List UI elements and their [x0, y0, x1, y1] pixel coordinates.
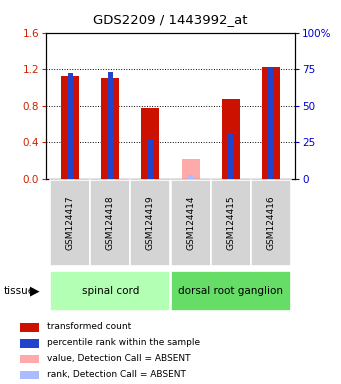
FancyBboxPatch shape — [90, 180, 130, 266]
Bar — [188, 175, 193, 179]
FancyBboxPatch shape — [170, 271, 291, 311]
Bar — [68, 73, 73, 179]
Bar — [268, 68, 273, 179]
Bar — [148, 139, 153, 179]
Text: percentile rank within the sample: percentile rank within the sample — [47, 338, 200, 347]
Text: GDS2209 / 1443992_at: GDS2209 / 1443992_at — [93, 13, 248, 26]
Text: ▶: ▶ — [30, 285, 40, 297]
Bar — [20, 339, 39, 348]
Text: GSM124416: GSM124416 — [266, 195, 276, 250]
Bar — [142, 108, 160, 179]
Bar — [181, 159, 199, 179]
FancyBboxPatch shape — [130, 180, 170, 266]
Bar — [20, 371, 39, 379]
Text: value, Detection Call = ABSENT: value, Detection Call = ABSENT — [47, 354, 190, 363]
Bar — [101, 78, 119, 179]
Text: transformed count: transformed count — [47, 322, 131, 331]
FancyBboxPatch shape — [170, 180, 211, 266]
Text: GSM124415: GSM124415 — [226, 195, 235, 250]
FancyBboxPatch shape — [211, 180, 251, 266]
Bar — [20, 355, 39, 363]
Text: tissue: tissue — [3, 286, 34, 296]
Bar — [228, 133, 233, 179]
FancyBboxPatch shape — [50, 271, 170, 311]
Bar — [262, 67, 280, 179]
Text: GSM124419: GSM124419 — [146, 195, 155, 250]
Text: GSM124414: GSM124414 — [186, 195, 195, 250]
Bar — [61, 76, 79, 179]
Text: GSM124417: GSM124417 — [65, 195, 75, 250]
Text: dorsal root ganglion: dorsal root ganglion — [178, 286, 283, 296]
Bar — [20, 323, 39, 332]
Text: rank, Detection Call = ABSENT: rank, Detection Call = ABSENT — [47, 370, 186, 379]
Bar — [108, 72, 113, 179]
FancyBboxPatch shape — [251, 180, 291, 266]
Text: spinal cord: spinal cord — [81, 286, 139, 296]
FancyBboxPatch shape — [50, 180, 90, 266]
Text: GSM124418: GSM124418 — [106, 195, 115, 250]
Bar — [222, 99, 240, 179]
